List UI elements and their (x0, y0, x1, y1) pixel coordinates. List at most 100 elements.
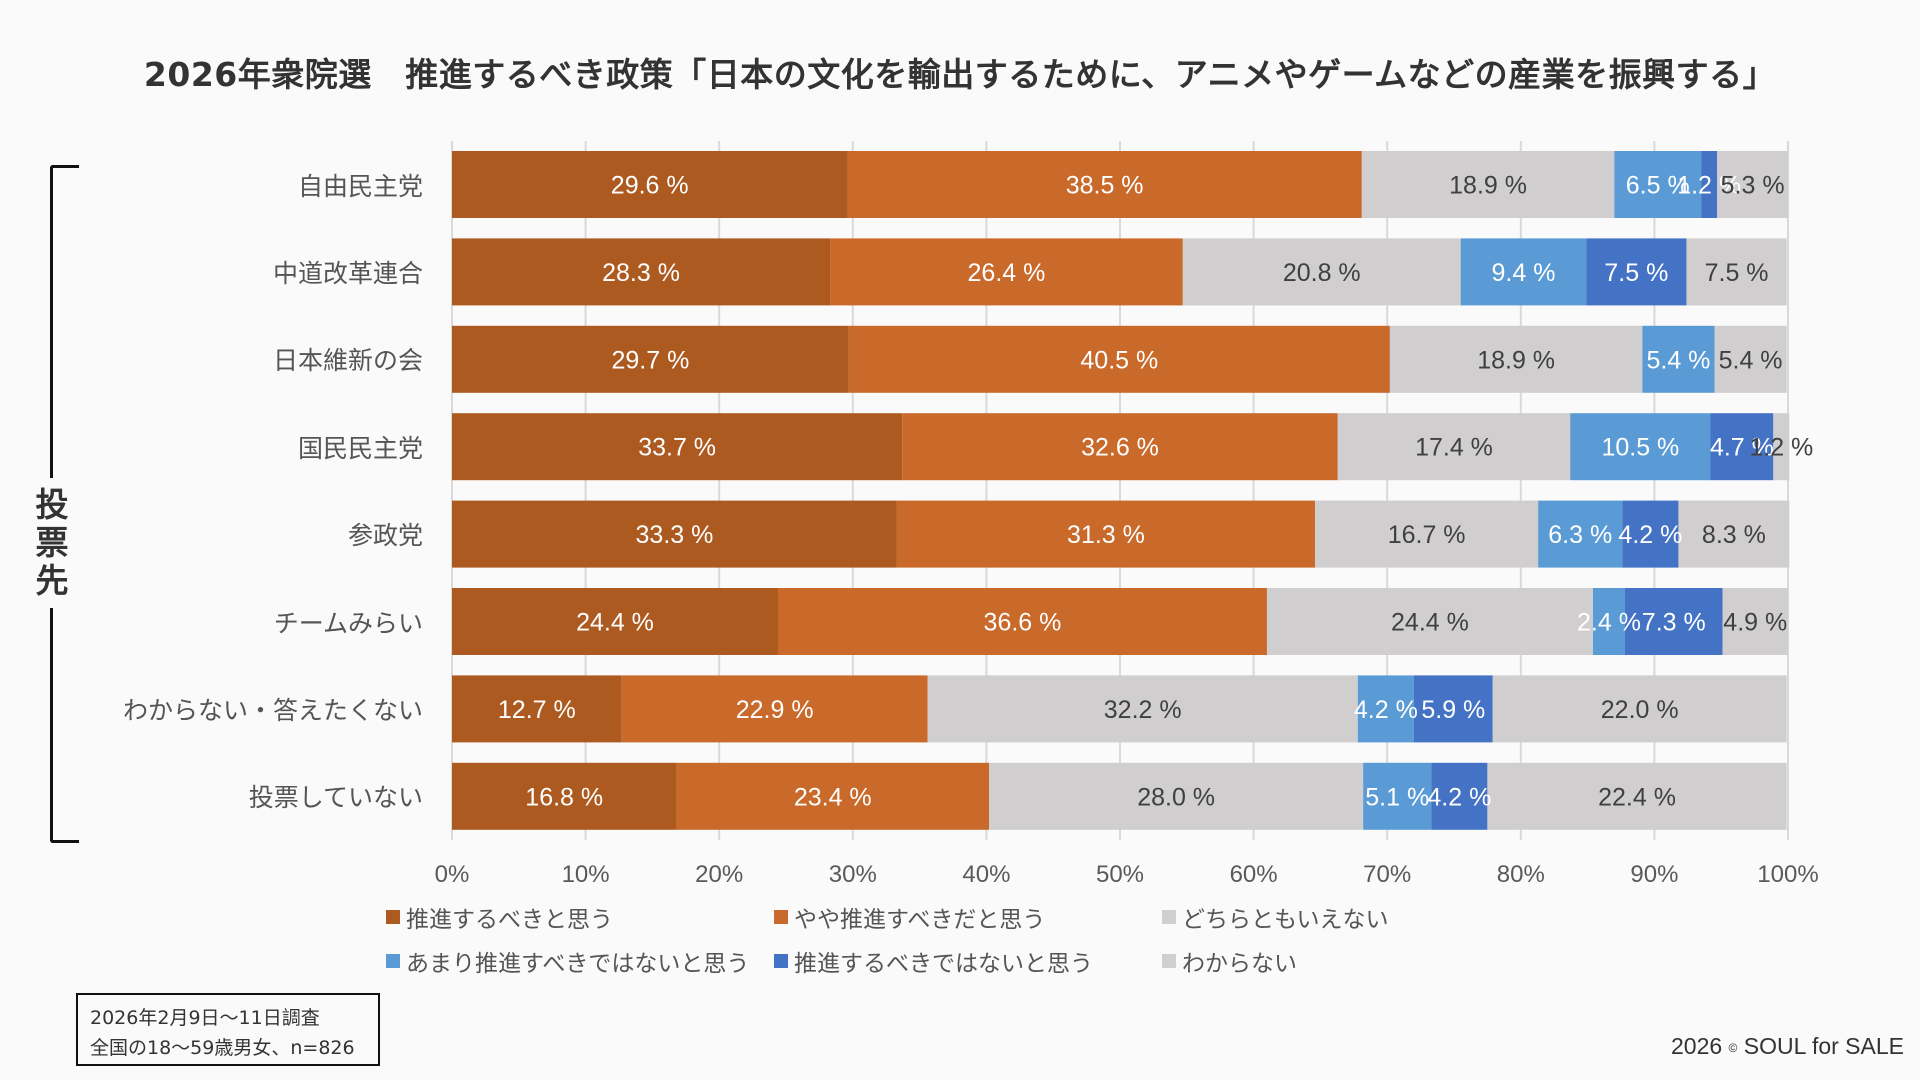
bar-segment (1460, 238, 1587, 306)
data-label: 6.3 % (1548, 521, 1612, 549)
category-label: 国民民主党 (297, 433, 423, 463)
bar-segment (452, 588, 778, 655)
bar-segment (1678, 500, 1790, 568)
x-tick-label: 20% (695, 861, 743, 888)
legend-label: 推進するべきと思う (406, 907, 613, 933)
bar-segment (989, 762, 1364, 830)
bar-segment (1686, 238, 1787, 306)
data-label: 4.2 % (1354, 696, 1418, 724)
bar-segment (896, 500, 1316, 568)
legend-swatch (774, 910, 788, 924)
legend-label: あまり推進すべきではないと思う (406, 951, 750, 977)
legend-label: 推進するべきではないと思う (794, 951, 1093, 977)
bar-segment (902, 413, 1338, 481)
category-label: 投票していない (248, 783, 423, 813)
bar-segment (1266, 588, 1593, 655)
data-label: 32.2 % (1104, 696, 1182, 724)
data-label: 4.2 % (1618, 521, 1682, 549)
category-label: 参政党 (347, 521, 423, 551)
category-label: わからない・答えたくない (122, 695, 423, 725)
data-label: 33.3 % (636, 521, 714, 549)
bar-segment (1413, 675, 1493, 743)
data-label: 5.4 % (1719, 346, 1783, 374)
data-label: 22.9 % (736, 696, 814, 724)
bar-segment (1614, 151, 1702, 218)
x-tick-label: 30% (829, 861, 877, 888)
x-tick-label: 70% (1363, 861, 1411, 888)
data-label: 5.9 % (1421, 696, 1485, 724)
bar-segment (676, 762, 990, 830)
legend-swatch (386, 954, 400, 968)
bar-segment (1361, 151, 1615, 218)
x-tick-label: 80% (1497, 861, 1545, 888)
bar-segment (452, 325, 849, 393)
data-label: 7.5 % (1604, 259, 1668, 287)
data-label: 6.5 % (1626, 172, 1690, 200)
bar-segment (848, 325, 1390, 393)
bar-segment (1714, 325, 1787, 393)
x-tick-label: 50% (1096, 861, 1144, 888)
legend-item: どちらともいえない (1162, 900, 1389, 934)
data-label: 1.2 % (1677, 172, 1741, 200)
data-label: 9.4 % (1492, 259, 1556, 287)
bar-segment (1773, 413, 1790, 481)
data-label: 7.3 % (1642, 609, 1706, 637)
survey-period: 2026年2月9日〜11日調査 (90, 1007, 320, 1029)
bar-segment (777, 588, 1267, 655)
chart-title: 2026年衆院選 推進するべき政策「日本の文化を輸出するために、アニメやゲームな… (143, 55, 1777, 94)
x-tick-label: 100% (1757, 861, 1818, 888)
bar-segment (452, 762, 677, 830)
bar-segment (452, 151, 848, 218)
copyright-owner: SOUL for SALE (1743, 1033, 1904, 1059)
data-label: 18.9 % (1477, 346, 1555, 374)
data-label: 26.4 % (968, 259, 1046, 287)
data-label: 23.4 % (794, 783, 872, 811)
legend-label: わからない (1182, 951, 1297, 977)
bar-segment (1431, 762, 1488, 830)
data-label: 32.6 % (1081, 434, 1159, 462)
data-label: 5.3 % (1721, 172, 1785, 200)
survey-note: 2026年2月9日〜11日調査 全国の18〜59歳男女、n=826 (76, 993, 380, 1066)
data-label: 4.9 % (1723, 609, 1787, 637)
legend-label: やや推進すべきだと思う (794, 907, 1046, 933)
data-label: 28.0 % (1137, 783, 1215, 811)
legend-item: 推進するべきではないと思う (774, 944, 1093, 978)
bar-segment (1642, 325, 1715, 393)
data-label: 10.5 % (1601, 434, 1679, 462)
copyright-symbol: © (1728, 1040, 1738, 1055)
legend-item: あまり推進すべきではないと思う (386, 944, 749, 978)
bar-segment (452, 500, 897, 568)
data-label: 20.8 % (1283, 259, 1361, 287)
data-label: 31.3 % (1067, 521, 1145, 549)
x-tick-label: 10% (562, 861, 610, 888)
data-label: 16.7 % (1388, 521, 1466, 549)
data-label: 29.7 % (611, 346, 689, 374)
x-tick-label: 40% (962, 861, 1010, 888)
data-label: 2.4 % (1577, 609, 1641, 637)
bar-segment (1182, 238, 1461, 306)
bar-segment (1586, 238, 1687, 306)
bar-segment (452, 413, 903, 481)
legend-label: どちらともいえない (1182, 907, 1389, 933)
data-label: 12.7 % (498, 696, 576, 724)
data-label: 7.5 % (1705, 259, 1769, 287)
bar-segment (1625, 588, 1723, 655)
bar-segment (1622, 500, 1679, 568)
copyright: 2026 © SOUL for SALE (1671, 1033, 1904, 1060)
data-label: 33.7 % (638, 434, 716, 462)
category-label: チームみらい (273, 608, 423, 638)
copyright-year: 2026 (1670, 1033, 1723, 1059)
bar-segment (830, 238, 1183, 306)
x-tick-label: 60% (1230, 861, 1278, 888)
legend-swatch (1162, 910, 1176, 924)
data-label: 5.1 % (1365, 783, 1429, 811)
bar-segment (1538, 500, 1623, 568)
data-label: 29.6 % (611, 172, 689, 200)
legend-swatch (1162, 954, 1176, 968)
data-label: 5.4 % (1646, 346, 1710, 374)
bar-segment (452, 675, 622, 743)
data-label: 22.0 % (1601, 696, 1679, 724)
bar-segment (621, 675, 928, 743)
legend-item: 推進するべきと思う (386, 900, 613, 934)
